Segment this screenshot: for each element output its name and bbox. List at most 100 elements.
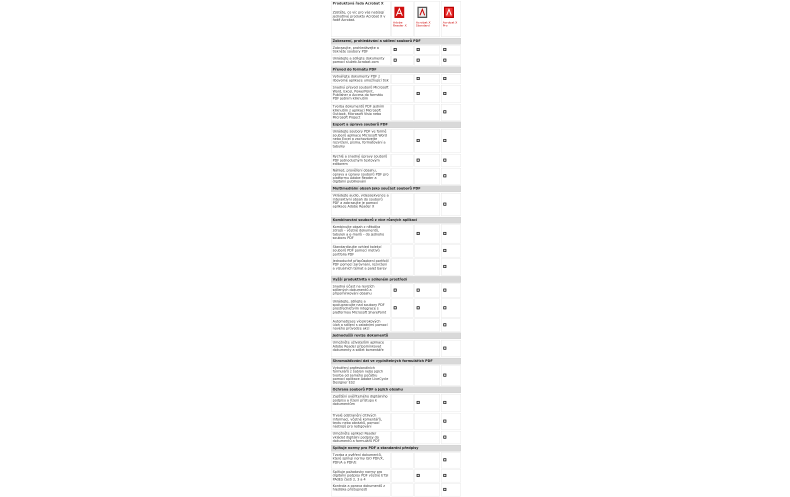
- feature-description: Snadný převod souborů Microsoft Word, Ex…: [330, 84, 391, 103]
- check-icon: [416, 158, 420, 162]
- feature-row: Kontrola a oprava dokumentů z hlediska p…: [330, 483, 461, 497]
- check-icon: [443, 138, 447, 142]
- product-column-pro: Acrobat X Pro: [441, 0, 461, 37]
- check-icon: [393, 288, 397, 292]
- feature-cell: [441, 224, 461, 244]
- check-icon: [443, 323, 447, 327]
- feature-cell: [391, 167, 414, 185]
- feature-cell: [441, 469, 461, 483]
- feature-cell: [414, 283, 441, 298]
- feature-cell: [441, 192, 461, 216]
- check-icon: [393, 58, 397, 62]
- feature-cell: [414, 412, 441, 430]
- comparison-table-container: Produktová řada Acrobat X Zjistěte, co v…: [330, 0, 462, 497]
- feature-cell: [391, 84, 414, 103]
- feature-row: Umožněte aplikaci Reader vkládat digitál…: [330, 430, 461, 444]
- feature-cell: [414, 483, 441, 497]
- feature-cell: [441, 412, 461, 430]
- feature-cell: [391, 283, 414, 298]
- section-title: Multimediální obsah jako součást souborů…: [330, 185, 461, 192]
- check-icon: [416, 306, 420, 310]
- feature-row: Ukládejte a sdílejte dokumenty pomocí sl…: [330, 55, 461, 66]
- product-name: Acrobat X Pro: [442, 20, 458, 28]
- section-title: Zobrazení, prohledávání a sdílení soubor…: [330, 37, 461, 45]
- feature-row: Ukládejte soubory PDF ve formě souborů a…: [330, 128, 461, 153]
- check-icon: [443, 435, 447, 439]
- feature-cell: [414, 153, 441, 167]
- check-icon: [443, 76, 447, 80]
- check-icon: [416, 400, 420, 404]
- feature-description: Tvorba a ověření dokumentů, které splňuj…: [330, 452, 391, 469]
- feature-cell: [441, 103, 461, 121]
- feature-description: Jednoduché přizpůsobení portfolií PDF po…: [330, 258, 391, 276]
- feature-cell: [414, 55, 441, 66]
- feature-cell: [441, 55, 461, 66]
- feature-row: Umožněte uživatelům aplikace Adobe Reade…: [330, 339, 461, 357]
- feature-description: Vytváření profesionálních formulářů z ša…: [330, 365, 391, 386]
- check-icon: [443, 288, 447, 292]
- feature-cell: [391, 365, 414, 386]
- feature-cell: [414, 469, 441, 483]
- check-icon: [443, 473, 447, 477]
- check-icon: [443, 202, 447, 206]
- feature-row: Splňuje požadavky normy pro digitální po…: [330, 469, 461, 483]
- feature-row: Standardizujte vzhled kolekcí souborů PD…: [330, 244, 461, 258]
- section-title: Jednodušší revize dokumentů: [330, 332, 461, 339]
- check-icon: [416, 473, 420, 477]
- feature-cell: [391, 393, 414, 412]
- section-header: Kombinování souborů z více různých aplik…: [330, 216, 461, 224]
- feature-cell: [441, 393, 461, 412]
- product-name: Adobe Reader X: [392, 20, 407, 28]
- feature-cell: [414, 430, 441, 444]
- feature-cell: [391, 224, 414, 244]
- feature-cell: [391, 412, 414, 430]
- check-icon: [443, 110, 447, 114]
- check-icon: [443, 158, 447, 162]
- check-icon: [443, 248, 447, 252]
- section-title: Shromažďování dat ve vyplnitelných formu…: [330, 357, 461, 365]
- feature-row: Tvorba dokumentů PDF jedním kliknutím z …: [330, 103, 461, 121]
- feature-cell: [414, 298, 441, 318]
- check-icon: [443, 91, 447, 95]
- feature-cell: [441, 283, 461, 298]
- check-icon: [443, 174, 447, 178]
- feature-cell: [414, 365, 441, 386]
- feature-description: Umožněte aplikaci Reader vkládat digitál…: [330, 430, 391, 444]
- feature-cell: [441, 483, 461, 497]
- feature-cell: [414, 318, 441, 332]
- feature-cell: [391, 55, 414, 66]
- feature-cell: [414, 45, 441, 55]
- check-icon: [443, 47, 447, 51]
- feature-description: Zobrazujte, prohledávejte a tiskněte sou…: [330, 45, 391, 55]
- feature-cell: [391, 73, 414, 84]
- check-icon: [416, 91, 420, 95]
- feature-row: Rychlé a snadné úpravy souborů PDF jedno…: [330, 153, 461, 167]
- check-icon: [443, 400, 447, 404]
- intro-cell: Produktová řada Acrobat X Zjistěte, co v…: [330, 0, 391, 37]
- feature-cell: [441, 365, 461, 386]
- feature-cell: [414, 73, 441, 84]
- check-icon: [416, 58, 420, 62]
- feature-cell: [441, 244, 461, 258]
- feature-cell: [441, 452, 461, 469]
- feature-cell: [441, 258, 461, 276]
- section-header: Jednodušší revize dokumentů: [330, 332, 461, 339]
- feature-row: Vytvářejte dokumenty PDF z libovolné apl…: [330, 73, 461, 84]
- feature-row: Náhled, prověření obsahu, opravy a úprav…: [330, 167, 461, 185]
- feature-row: Vkládejte audio, videosekvence a interak…: [330, 192, 461, 216]
- feature-cell: [391, 469, 414, 483]
- check-icon: [393, 47, 397, 51]
- section-header: Splňuje normy pro PDF a standardní předp…: [330, 444, 461, 452]
- section-header: Export a úprava souborů PDF: [330, 121, 461, 128]
- feature-description: Ukládejte, sdílejte a spolupracujte nad …: [330, 298, 391, 318]
- acrobat-pro-icon: [444, 6, 455, 18]
- section-header: Zobrazení, prohledávání a sdílení soubor…: [330, 37, 461, 45]
- feature-description: Vkládejte audio, videosekvence a interak…: [330, 192, 391, 216]
- section-title: Vyšší produktivita v sdíleném prostředí: [330, 276, 461, 283]
- feature-cell: [414, 192, 441, 216]
- check-icon: [443, 458, 447, 462]
- feature-row: Ukládejte, sdílejte a spolupracujte nad …: [330, 298, 461, 318]
- feature-cell: [414, 224, 441, 244]
- feature-description: Ukládejte soubory PDF ve formě souborů a…: [330, 128, 391, 153]
- table-header-row: Produktová řada Acrobat X Zjistěte, co v…: [330, 0, 461, 37]
